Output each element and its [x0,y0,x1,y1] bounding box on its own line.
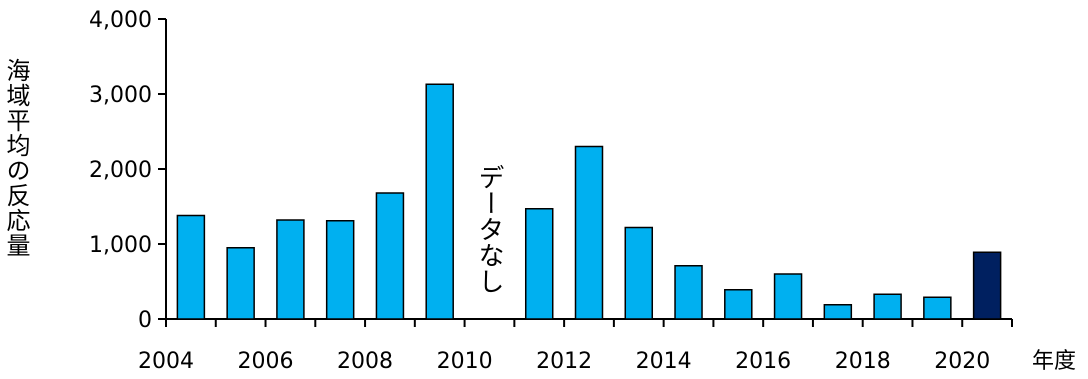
x-axis-unit: 年度 [1032,349,1077,374]
bar-2017 [823,304,853,320]
bar-2012 [574,145,604,320]
bar-2004 [176,214,206,320]
x-tick-label: 2012 [536,349,592,374]
no-data-note: データなし [474,164,504,294]
x-ticks: 2004 2006 2008 2010 2012 2014 2016 2018 2020 [138,319,1013,374]
bar-2005 [226,247,255,320]
y-tick-label: 2,000 [89,158,152,183]
x-tick-label: 2004 [138,349,194,374]
y-tick-label: 1,000 [89,233,152,258]
bar-2013 [624,226,654,320]
bar-2016 [773,273,803,320]
x-tick-label: 2018 [835,349,891,374]
y-axis-label: 海域平均の反応量 [2,58,30,258]
bar-2008 [375,192,405,320]
bar-2007 [325,220,355,320]
bar-2018 [873,293,902,320]
bar-2009 [425,83,454,320]
x-tick-label: 2014 [636,349,692,374]
x-tick-label: 2020 [934,349,990,374]
bar-2011 [524,208,554,320]
y-ticks: 0 1,000 2,000 3,000 4,000 [89,8,166,333]
y-tick-label: 4,000 [89,8,152,33]
x-tick-label: 2006 [238,349,294,374]
bar-2019 [923,296,952,320]
bar-2006 [276,219,305,320]
bar-2015 [724,289,753,320]
x-tick-label: 2016 [735,349,791,374]
x-tick-label: 2010 [437,349,493,374]
bars-group [176,83,1002,320]
bar-2020 [972,251,1002,320]
y-tick-label: 3,000 [89,83,152,108]
bar-2014 [674,265,703,320]
y-tick-label: 0 [138,308,152,333]
x-tick-label: 2008 [337,349,393,374]
